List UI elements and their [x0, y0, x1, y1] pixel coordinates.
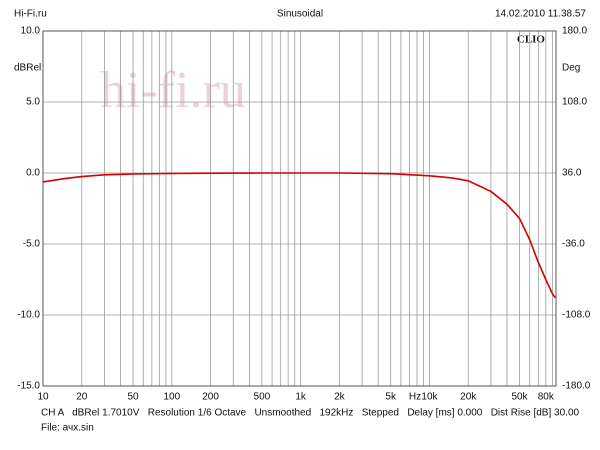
series-line [42, 172, 557, 299]
x-tick-label: 2k [334, 392, 346, 403]
x-tick-label: 100 [163, 392, 180, 403]
y2-axis-label: Deg [562, 63, 580, 74]
y-tick-label: -15.0 [17, 381, 40, 392]
x-tick-label: 200 [202, 392, 219, 403]
x-tick-label: 50k [511, 392, 528, 403]
x-tick-label: 50 [127, 392, 139, 403]
x-tick-label: 20 [76, 392, 88, 403]
y-tick-label: -10.0 [17, 310, 40, 321]
y2-tick-label: 180.0 [562, 26, 587, 37]
y-tick-label: 10.0 [21, 26, 41, 37]
plot-frame [42, 30, 557, 387]
watermark: hi-fi.ru [100, 62, 246, 119]
x-tick-label: 80k [538, 392, 555, 403]
x-tick-label: 500 [254, 392, 271, 403]
x-tick-label: 20k [460, 392, 477, 403]
x-tick-label: 10k [421, 392, 438, 403]
y2-tick-label: -108.0 [562, 310, 591, 321]
y-tick-label: 0.0 [26, 168, 40, 179]
x-unit-label: Hz [409, 392, 421, 403]
y2-tick-label: -36.0 [562, 239, 585, 250]
y2-tick-label: 36.0 [562, 168, 582, 179]
y-tick-label: 5.0 [26, 97, 40, 108]
y-tick-label: -5.0 [23, 239, 41, 250]
header-left: Hi-Fi.ru [14, 9, 47, 20]
x-tick-label: 10 [37, 392, 49, 403]
footer: CH A dBRel 1.7010V Resolution 1/6 Octave… [41, 408, 580, 419]
y2-tick-label: -180.0 [562, 381, 591, 392]
header-right: 14.02.2010 11.38.57 [495, 9, 586, 20]
logo: CLIO [517, 34, 546, 46]
x-tick-label: 5k [385, 392, 397, 403]
x-tick-label: 1k [295, 392, 307, 403]
y2-tick-label: 108.0 [562, 97, 587, 108]
file-name: File: ачх.sin [41, 423, 94, 434]
y-axis-label: dBRel [14, 63, 41, 74]
chart-title: Sinusoidal [277, 9, 323, 20]
